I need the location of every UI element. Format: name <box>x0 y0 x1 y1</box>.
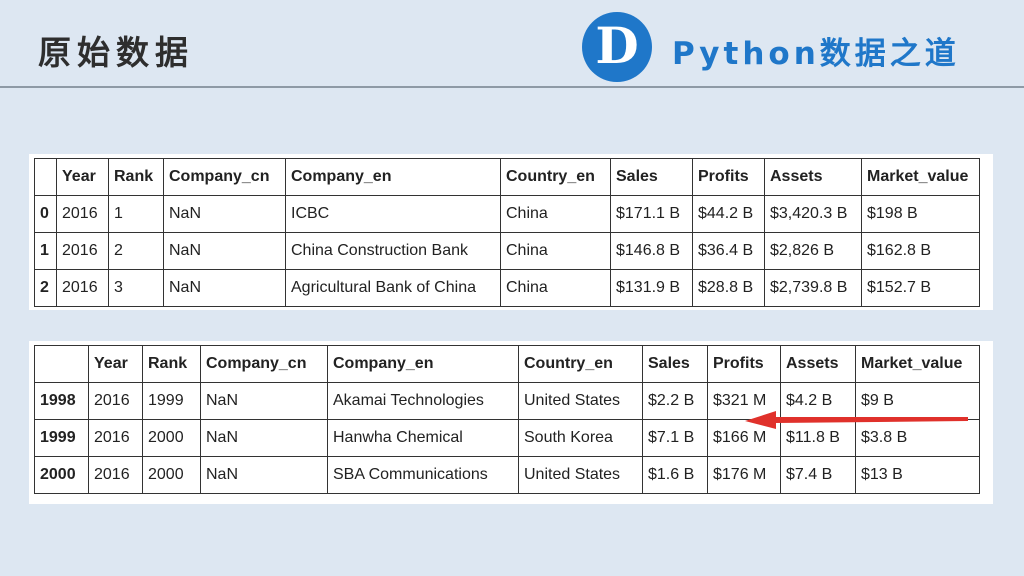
table-cell: 2016 <box>88 382 143 420</box>
top-data-table: Year Rank Company_cn Company_en Country_… <box>34 158 980 307</box>
table-row: 1998 2016 1999 NaN Akamai Technologies U… <box>34 382 980 420</box>
table-cell: $176 M <box>707 456 781 494</box>
table-cell: South Korea <box>518 419 643 457</box>
brand-name: Python数据之道 <box>672 36 960 72</box>
table-cell: $166 M <box>707 419 781 457</box>
table-cell: $7.4 B <box>780 456 856 494</box>
header-cell: Sales <box>610 158 693 196</box>
row-index-cell: 0 <box>34 195 57 233</box>
table-cell: ICBC <box>285 195 501 233</box>
table-cell: $198 B <box>861 195 980 233</box>
header-cell: Year <box>88 345 143 383</box>
header-cell: Country_en <box>500 158 611 196</box>
table-cell: $2,826 B <box>764 232 862 270</box>
table-cell: 2016 <box>88 456 143 494</box>
header-cell: Rank <box>142 345 201 383</box>
table-cell: 2016 <box>88 419 143 457</box>
table-cell: $2,739.8 B <box>764 269 862 307</box>
header-cell: Company_en <box>285 158 501 196</box>
table-cell: 1999 <box>142 382 201 420</box>
header-cell <box>34 158 57 196</box>
header-cell: Company_en <box>327 345 519 383</box>
table-cell: $152.7 B <box>861 269 980 307</box>
header-cell: Profits <box>692 158 765 196</box>
table-cell: China Construction Bank <box>285 232 501 270</box>
table-cell: China <box>500 269 611 307</box>
table-cell: 2016 <box>56 195 109 233</box>
header-cell: Market_value <box>861 158 980 196</box>
table-cell: $2.2 B <box>642 382 708 420</box>
brand-logo-icon: D <box>582 12 652 82</box>
table-cell: 2000 <box>142 419 201 457</box>
table-cell: SBA Communications <box>327 456 519 494</box>
table-cell: United States <box>518 456 643 494</box>
header-cell: Market_value <box>855 345 980 383</box>
row-index-cell: 1 <box>34 232 57 270</box>
header-cell: Rank <box>108 158 164 196</box>
table-header-row: Year Rank Company_cn Company_en Country_… <box>34 345 980 383</box>
table-cell: $171.1 B <box>610 195 693 233</box>
table-cell: Hanwha Chemical <box>327 419 519 457</box>
table-cell: China <box>500 195 611 233</box>
header-cell: Year <box>56 158 109 196</box>
header-cell: Sales <box>642 345 708 383</box>
table-cell: 2016 <box>56 269 109 307</box>
table-cell: NaN <box>200 456 328 494</box>
table-cell: $1.6 B <box>642 456 708 494</box>
table-cell: $36.4 B <box>692 232 765 270</box>
top-table-panel: Year Rank Company_cn Company_en Country_… <box>29 154 993 310</box>
bottom-data-table: Year Rank Company_cn Company_en Country_… <box>34 345 980 494</box>
slide-header: 原始数据 D Python数据之道 <box>0 0 1024 88</box>
table-cell: $9 B <box>855 382 980 420</box>
logo-letter: D <box>595 16 639 75</box>
table-cell: $162.8 B <box>861 232 980 270</box>
table-cell: 2000 <box>142 456 201 494</box>
table-cell: NaN <box>200 419 328 457</box>
table-row: 0 2016 1 NaN ICBC China $171.1 B $44.2 B… <box>34 195 980 233</box>
table-cell: NaN <box>163 269 286 307</box>
header-cell: Assets <box>764 158 862 196</box>
table-cell: NaN <box>163 195 286 233</box>
table-header-row: Year Rank Company_cn Company_en Country_… <box>34 158 980 196</box>
header-cell: Assets <box>780 345 856 383</box>
row-index-cell: 2000 <box>34 456 89 494</box>
table-cell: Akamai Technologies <box>327 382 519 420</box>
table-cell: $11.8 B <box>780 419 856 457</box>
table-cell: 2016 <box>56 232 109 270</box>
table-cell: 2 <box>108 232 164 270</box>
header-cell: Company_cn <box>163 158 286 196</box>
table-row: 1 2016 2 NaN China Construction Bank Chi… <box>34 232 980 270</box>
table-row: 1999 2016 2000 NaN Hanwha Chemical South… <box>34 419 980 457</box>
table-cell: Agricultural Bank of China <box>285 269 501 307</box>
table-cell: $4.2 B <box>780 382 856 420</box>
table-cell: $131.9 B <box>610 269 693 307</box>
table-cell: $321 M <box>707 382 781 420</box>
table-cell: NaN <box>200 382 328 420</box>
table-cell: $3.8 B <box>855 419 980 457</box>
table-row: 2 2016 3 NaN Agricultural Bank of China … <box>34 269 980 307</box>
table-cell: United States <box>518 382 643 420</box>
table-cell: China <box>500 232 611 270</box>
row-index-cell: 1999 <box>34 419 89 457</box>
table-cell: $44.2 B <box>692 195 765 233</box>
table-cell: NaN <box>163 232 286 270</box>
table-cell: $7.1 B <box>642 419 708 457</box>
table-cell: $13 B <box>855 456 980 494</box>
row-index-cell: 1998 <box>34 382 89 420</box>
table-cell: 1 <box>108 195 164 233</box>
header-cell: Country_en <box>518 345 643 383</box>
table-cell: $146.8 B <box>610 232 693 270</box>
slide-title: 原始数据 <box>38 33 194 72</box>
header-cell: Company_cn <box>200 345 328 383</box>
table-cell: $28.8 B <box>692 269 765 307</box>
header-cell <box>34 345 89 383</box>
bottom-table-panel: Year Rank Company_cn Company_en Country_… <box>29 341 993 504</box>
table-cell: $3,420.3 B <box>764 195 862 233</box>
table-row: 2000 2016 2000 NaN SBA Communications Un… <box>34 456 980 494</box>
header-cell: Profits <box>707 345 781 383</box>
row-index-cell: 2 <box>34 269 57 307</box>
table-cell: 3 <box>108 269 164 307</box>
